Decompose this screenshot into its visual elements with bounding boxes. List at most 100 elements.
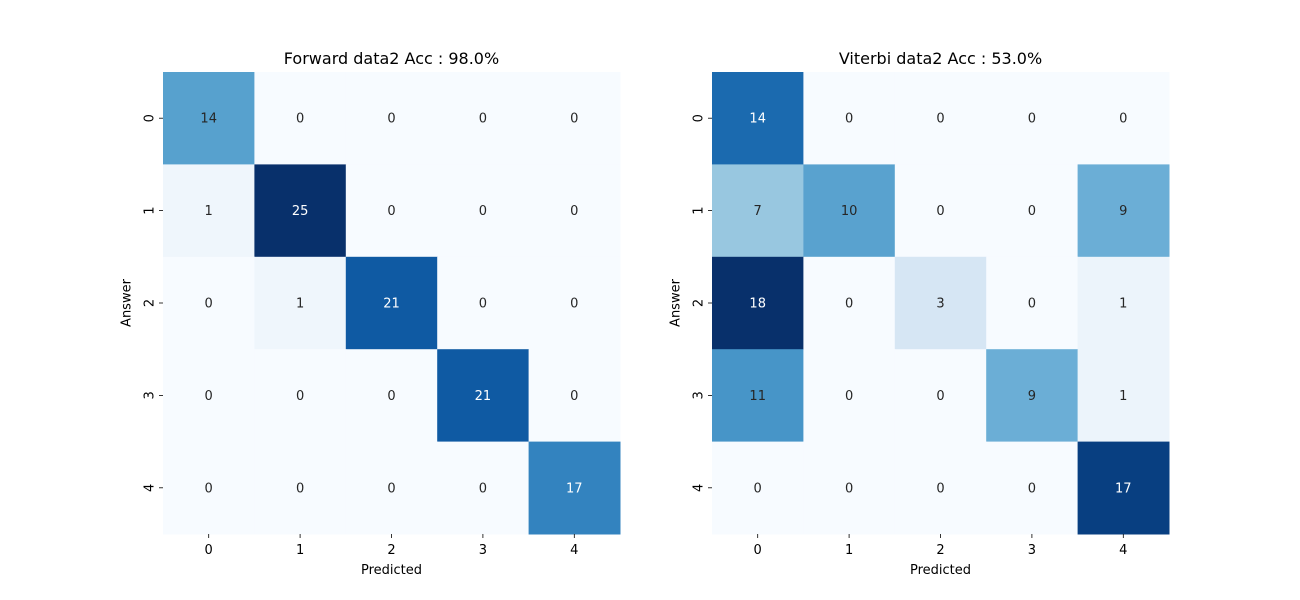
- heatmap-1-y-tick-label: 3: [143, 391, 158, 399]
- heatmap-1-cell-r1-c4: [528, 164, 621, 258]
- heatmap-2-annotation-r1-c2: 0: [936, 204, 944, 219]
- heatmap-1-annotation-r1-c3: 0: [479, 204, 487, 219]
- heatmap-2-cell-r3-c3: [986, 349, 1079, 443]
- heatmap-2-y-tick-label: 0: [692, 114, 707, 122]
- heatmap-2-x-tick-label: 0: [754, 543, 762, 558]
- heatmap-1-annotation-r0-c2: 0: [387, 112, 395, 127]
- heatmap-1-annotation-r2-c1: 1: [296, 297, 304, 312]
- heatmap-2-cell-r1-c4: [1077, 164, 1170, 258]
- heatmap-2-annotation-r4-c4: 17: [1115, 481, 1132, 496]
- heatmap-2-x-axis-label: Predicted: [910, 563, 971, 578]
- heatmap-2-annotation-r2-c4: 1: [1119, 297, 1127, 312]
- heatmap-1-cell-r3-c4: [528, 349, 621, 443]
- heatmap-1-annotation-r4-c4: 17: [566, 481, 583, 496]
- heatmap-2-annotation-r2-c2: 3: [936, 297, 944, 312]
- heatmap-1-cell-r4-c0: [163, 441, 255, 535]
- heatmap-1-cell-r0-c3: [437, 72, 530, 165]
- heatmap-2-cell-r2-c4: [1077, 256, 1170, 350]
- heatmap-2-annotation-r1-c0: 7: [754, 204, 762, 219]
- heatmap-2-y-axis-label: Answer: [669, 278, 684, 327]
- heatmap-1-annotation-r4-c1: 0: [296, 481, 304, 496]
- heatmap-2-cell-r1-c1: [803, 164, 896, 258]
- heatmap-1-cell-r3-c1: [254, 349, 347, 443]
- heatmap-2-cell-r0-c4: [1077, 72, 1170, 165]
- heatmap-2-cell-r4-c3: [986, 441, 1079, 535]
- heatmap-1-annotation-r3-c2: 0: [387, 389, 395, 404]
- heatmap-2-annotation-r0-c0: 14: [749, 112, 766, 127]
- heatmap-1-annotation-r2-c4: 0: [570, 297, 578, 312]
- heatmap-2-cell-r3-c1: [803, 349, 896, 443]
- heatmap-1-annotation-r1-c0: 1: [205, 204, 213, 219]
- heatmap-1-cell-r0-c4: [528, 72, 621, 165]
- heatmap-1-annotation-r0-c1: 0: [296, 112, 304, 127]
- heatmap-2-cell-r3-c0: [712, 349, 804, 443]
- heatmap-2-annotation-r3-c3: 9: [1028, 389, 1036, 404]
- heatmap-1-cell-r4-c1: [254, 441, 347, 535]
- heatmap-2-cell-r2-c1: [803, 256, 896, 350]
- heatmap-1-cell-r1-c2: [345, 164, 438, 258]
- heatmap-1-annotation-r3-c1: 0: [296, 389, 304, 404]
- heatmap-2-cell-r1-c2: [894, 164, 987, 258]
- heatmap-2-x-tick-label: 4: [1119, 543, 1127, 558]
- heatmap-2-cell-r3-c4: [1077, 349, 1170, 443]
- heatmap-1-cell-r0-c1: [254, 72, 347, 165]
- heatmap-2-annotation-r1-c4: 9: [1119, 204, 1127, 219]
- heatmap-2-annotation-r0-c1: 0: [845, 112, 853, 127]
- heatmap-1-cell-r3-c3: [437, 349, 530, 443]
- heatmap-1-annotation-r2-c0: 0: [205, 297, 213, 312]
- heatmap-2-cell-r1-c3: [986, 164, 1079, 258]
- heatmap-2-cell-r2-c3: [986, 256, 1079, 350]
- heatmap-2-y-tick-label: 3: [692, 391, 707, 399]
- heatmap-1-annotation-r0-c3: 0: [479, 112, 487, 127]
- heatmap-2-cell-r4-c4: [1077, 441, 1170, 535]
- heatmap-2-x-tick-label: 2: [936, 543, 944, 558]
- heatmap-1-cell-r1-c3: [437, 164, 530, 258]
- heatmap-1-x-tick-label: 4: [570, 543, 578, 558]
- heatmap-1-y-tick-label: 1: [143, 206, 158, 214]
- heatmap-2-y-tick-label: 2: [692, 299, 707, 307]
- heatmap-2-annotation-r2-c1: 0: [845, 297, 853, 312]
- heatmap-2-annotation-r4-c0: 0: [754, 481, 762, 496]
- heatmap-1-annotation-r1-c2: 0: [387, 204, 395, 219]
- heatmap-2-annotation-r1-c1: 10: [841, 204, 858, 219]
- heatmap-1-x-tick-label: 2: [387, 543, 395, 558]
- heatmap-1-cell-r2-c3: [437, 256, 530, 350]
- heatmap-2-cell-r0-c1: [803, 72, 896, 165]
- heatmap-2-cell-r0-c0: [712, 72, 804, 165]
- heatmap-1-annotation-r0-c0: 14: [200, 112, 217, 127]
- heatmap-1-x-axis-label: Predicted: [361, 563, 422, 578]
- heatmap-1-annotation-r0-c4: 0: [570, 112, 578, 127]
- heatmap-1-annotation-r4-c3: 0: [479, 481, 487, 496]
- heatmap-1-y-axis-label: Answer: [120, 278, 135, 327]
- heatmap-1-title: Forward data2 Acc : 98.0%: [284, 49, 499, 68]
- heatmap-2-cell-r4-c2: [894, 441, 987, 535]
- heatmap-1-annotation-r4-c2: 0: [387, 481, 395, 496]
- heatmap-2-cell-r2-c0: [712, 256, 804, 350]
- heatmap-2-annotation-r3-c4: 1: [1119, 389, 1127, 404]
- heatmap-1-cell-r2-c0: [163, 256, 255, 350]
- heatmap-1-cell-r4-c4: [528, 441, 621, 535]
- heatmap-1-x-tick-label: 3: [479, 543, 487, 558]
- heatmap-2-cell-r0-c2: [894, 72, 987, 165]
- heatmap-1-x-tick-label: 0: [205, 543, 213, 558]
- heatmap-2-annotation-r0-c4: 0: [1119, 112, 1127, 127]
- heatmap-1-annotation-r2-c2: 21: [383, 297, 400, 312]
- heatmap-1-cell-r2-c4: [528, 256, 621, 350]
- heatmap-2-x-tick-label: 3: [1028, 543, 1036, 558]
- heatmap-2-annotation-r4-c3: 0: [1028, 481, 1036, 496]
- heatmap-1-y-tick-label: 4: [143, 484, 158, 492]
- heatmap-1-cell-r2-c2: [345, 256, 438, 350]
- heatmap-2-annotation-r3-c1: 0: [845, 389, 853, 404]
- heatmap-2-annotation-r4-c2: 0: [936, 481, 944, 496]
- heatmap-1-y-tick-label: 0: [143, 114, 158, 122]
- heatmap-2-cell-r3-c2: [894, 349, 987, 443]
- heatmap-1-x-tick-label: 1: [296, 543, 304, 558]
- heatmap-2-cell-r1-c0: [712, 164, 804, 258]
- heatmap-1-cell-r0-c0: [163, 72, 255, 165]
- heatmap-1-annotation-r3-c4: 0: [570, 389, 578, 404]
- heatmap-2-y-tick-label: 1: [692, 206, 707, 214]
- heatmap-2-cell-r2-c2: [894, 256, 987, 350]
- heatmap-2-x-tick-label: 1: [845, 543, 853, 558]
- heatmap-2-annotation-r0-c3: 0: [1028, 112, 1036, 127]
